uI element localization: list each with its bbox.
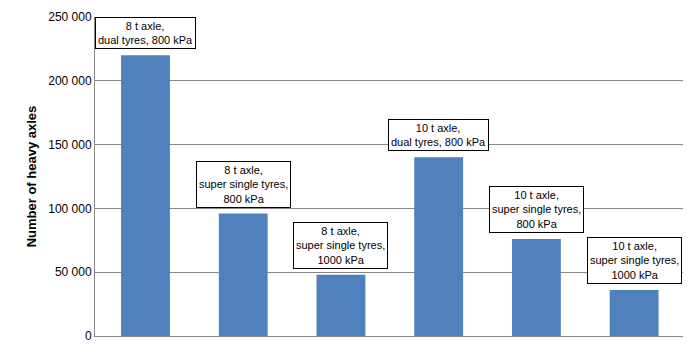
svg-text:200 000: 200 000 (48, 74, 92, 88)
svg-text:0: 0 (85, 329, 92, 343)
svg-text:150 000: 150 000 (48, 138, 92, 152)
svg-text:8 t axle,super single tyres,10: 8 t axle,super single tyres,1000 kPa (296, 225, 385, 266)
svg-text:10 t axle,dual tyres, 800 kPa: 10 t axle,dual tyres, 800 kPa (391, 122, 486, 148)
svg-text:250 000: 250 000 (48, 10, 92, 24)
svg-text:100 000: 100 000 (48, 202, 92, 216)
svg-text:8 t axle,super single tyres,80: 8 t axle,super single tyres,800 kPa (199, 164, 288, 205)
svg-text:10 t axle,super single tyres,8: 10 t axle,super single tyres,800 kPa (492, 189, 581, 230)
svg-text:Number of heavy axles: Number of heavy axles (24, 106, 39, 248)
svg-text:8 t axle,dual tyres, 800 kPa: 8 t axle,dual tyres, 800 kPa (98, 20, 193, 46)
svg-text:50 000: 50 000 (55, 265, 92, 279)
svg-text:10 t axle,super single tyres,1: 10 t axle,super single tyres,1000 kPa (590, 240, 679, 281)
